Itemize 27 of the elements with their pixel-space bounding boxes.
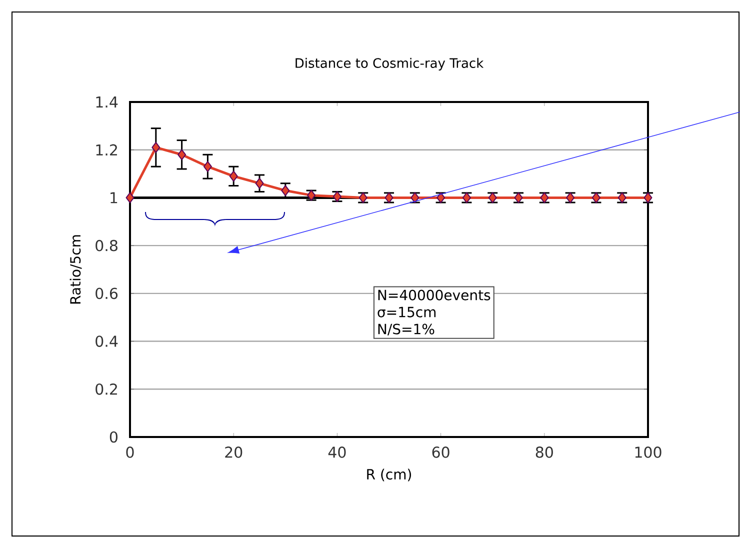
- y-tick-label: 0: [110, 431, 118, 443]
- x-tick-label: 20: [225, 446, 242, 458]
- point: [203, 161, 212, 172]
- x-tick-label: 40: [328, 446, 346, 458]
- y-tick-label: 0.8: [96, 240, 118, 252]
- point: [152, 142, 160, 153]
- x-axis-title: R (cm): [367, 468, 412, 482]
- annotation: N/S=1%: [378, 324, 434, 336]
- chart-title: Distance to Cosmic-ray Track: [296, 58, 484, 70]
- x-tick-label: 100: [635, 446, 662, 458]
- y-axis-title: Ratio/5cm: [70, 235, 82, 304]
- y-tick-label: 0.2: [96, 383, 117, 395]
- point: [255, 178, 264, 189]
- point: [178, 149, 186, 160]
- y-tick-label: 1.2: [96, 144, 117, 156]
- x-tick-label: 60: [432, 446, 450, 458]
- y-tick-label: 0.4: [96, 336, 118, 347]
- y-tick-label: 0.6: [96, 288, 118, 300]
- y-tick-label: 1.4: [96, 96, 118, 108]
- x-tick-label: 80: [536, 446, 553, 458]
- point: [126, 192, 134, 204]
- point: [229, 170, 238, 182]
- x-tick-label: 0: [126, 446, 134, 458]
- point: [281, 185, 290, 196]
- y-tick-label: 1: [110, 192, 118, 204]
- annotation: N=40000events: [378, 290, 490, 300]
- annotation: σ=15cm: [378, 306, 436, 318]
